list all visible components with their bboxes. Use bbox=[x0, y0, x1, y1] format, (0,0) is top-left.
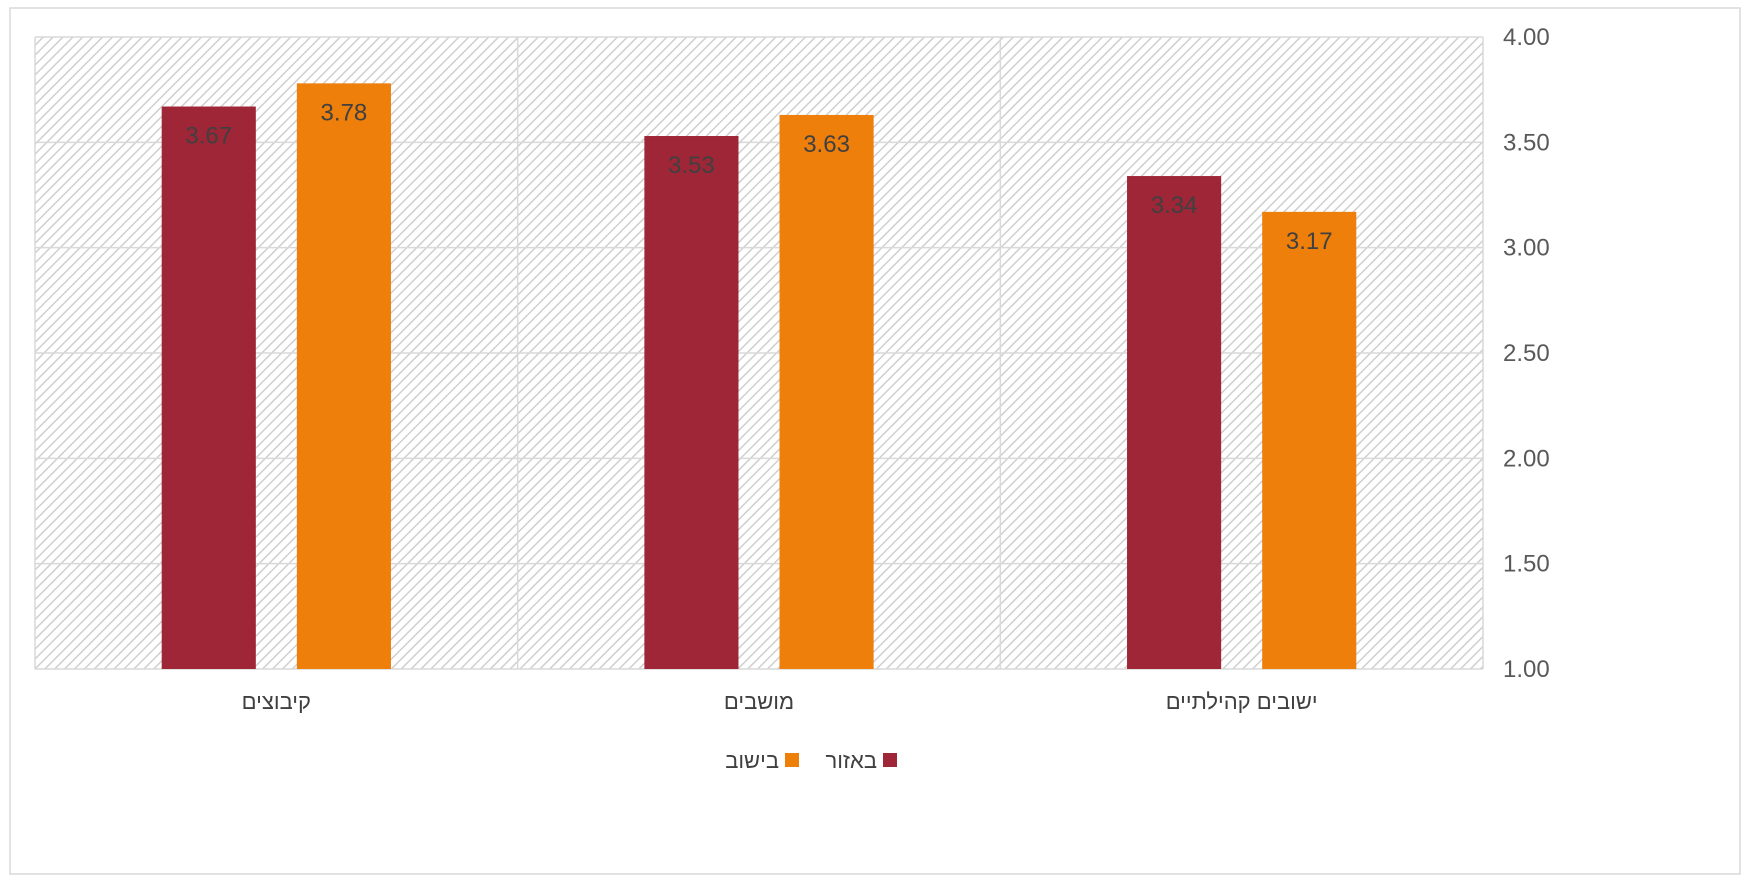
x-axis: ישובים קהילתיים מושבים קיבוצים bbox=[242, 689, 1318, 714]
bar bbox=[296, 83, 391, 669]
bar bbox=[1262, 211, 1357, 669]
legend-swatch bbox=[785, 753, 799, 767]
legend: באזור בישוב bbox=[725, 748, 897, 773]
y-tick-label: 2.50 bbox=[1503, 340, 1550, 367]
y-tick-label: 1.50 bbox=[1503, 551, 1550, 578]
y-tick-label: 4.00 bbox=[1503, 24, 1550, 51]
legend-label: באזור bbox=[825, 748, 877, 773]
bar bbox=[1127, 176, 1222, 670]
y-axis: 1.00 1.50 2.00 2.50 3.00 3.50 4.00 bbox=[1503, 24, 1550, 683]
bars bbox=[161, 83, 1357, 670]
bar bbox=[161, 106, 256, 669]
data-label: 3.78 bbox=[321, 99, 368, 126]
data-label: 3.34 bbox=[1151, 192, 1198, 219]
x-category-label: מושבים bbox=[724, 689, 794, 714]
data-label: 3.67 bbox=[185, 123, 232, 150]
data-label: 3.17 bbox=[1286, 228, 1333, 255]
x-category-label: קיבוצים bbox=[242, 689, 311, 714]
y-tick-label: 3.50 bbox=[1503, 129, 1550, 156]
x-category-label: ישובים קהילתיים bbox=[1166, 689, 1318, 714]
y-tick-label: 3.00 bbox=[1503, 235, 1550, 262]
legend-swatch bbox=[883, 753, 897, 767]
bar bbox=[644, 136, 739, 670]
data-label: 3.53 bbox=[668, 152, 715, 179]
bar bbox=[779, 114, 874, 670]
chart-border bbox=[9, 7, 1741, 875]
legend-label: בישוב bbox=[725, 748, 779, 773]
gridlines bbox=[34, 36, 1484, 670]
y-tick-label: 1.00 bbox=[1503, 656, 1550, 683]
y-tick-label: 2.00 bbox=[1503, 445, 1550, 472]
data-labels: 3.34 3.17 3.53 3.63 3.67 3.78 bbox=[185, 99, 1332, 255]
data-label: 3.63 bbox=[803, 131, 850, 158]
